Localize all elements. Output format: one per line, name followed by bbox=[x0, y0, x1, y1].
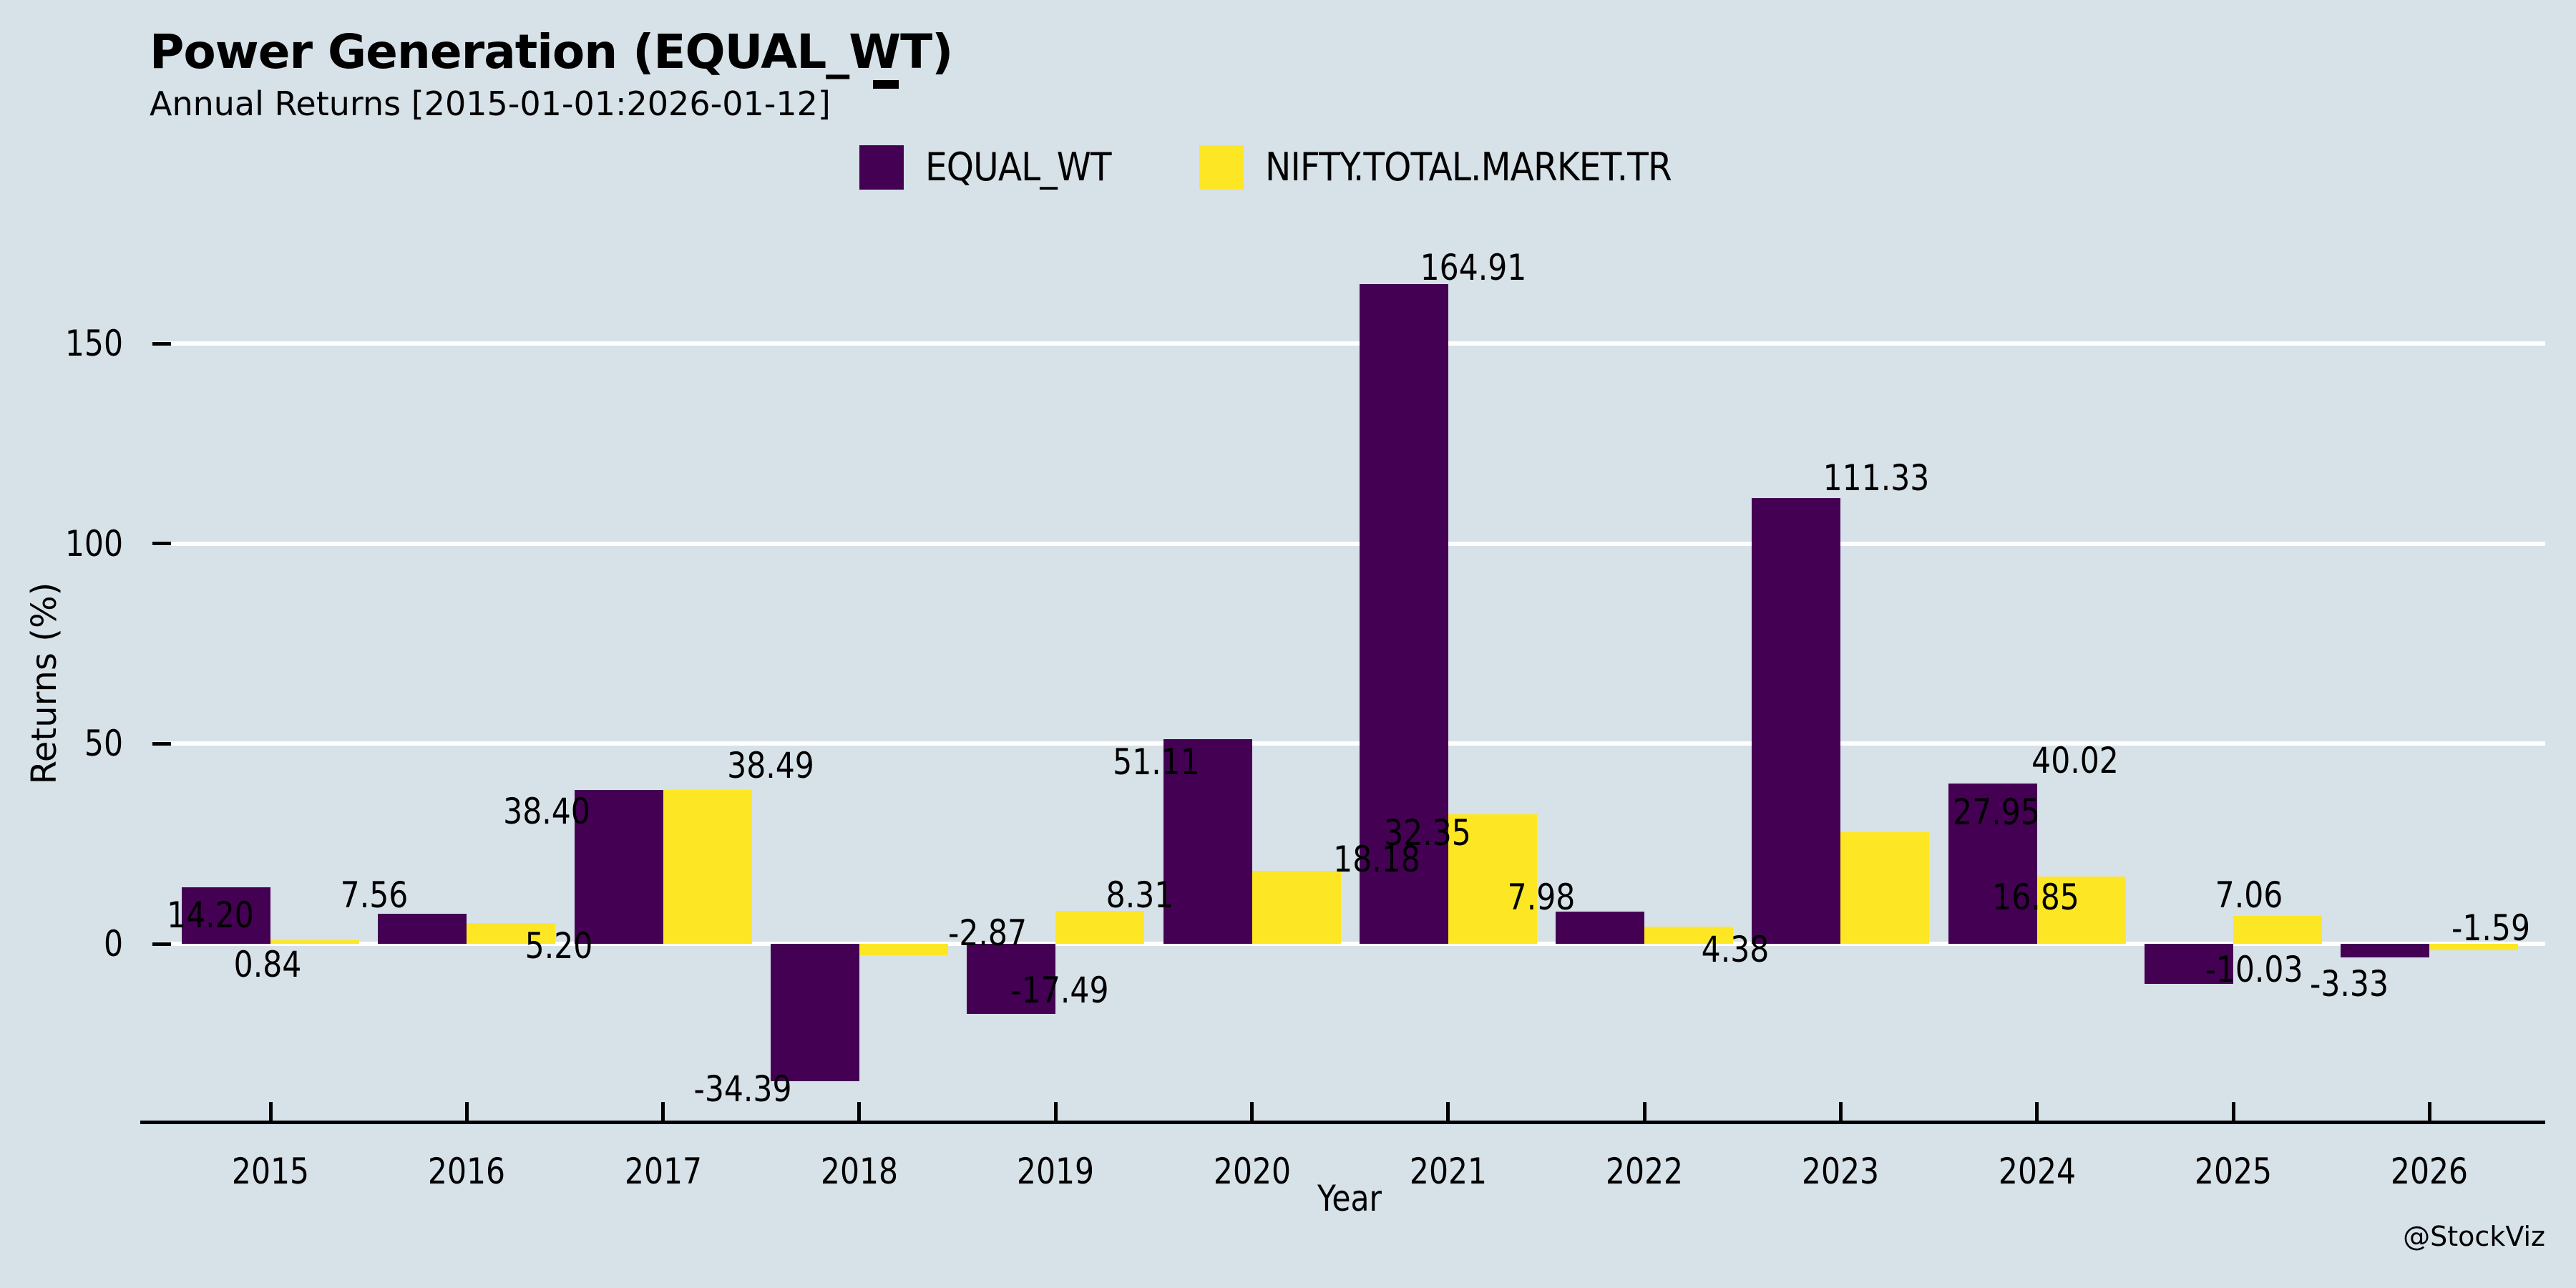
underscore-mark bbox=[873, 80, 899, 89]
gridline-100 bbox=[152, 541, 2545, 546]
x-axis-line bbox=[140, 1121, 2545, 1124]
x-tick-label-2015: 2015 bbox=[231, 1151, 310, 1192]
bar-value-label: -10.03 bbox=[2205, 949, 2303, 991]
legend: EQUAL_WT NIFTY.TOTAL.MARKET.TR bbox=[0, 145, 2576, 190]
bar-value-label: 16.85 bbox=[1991, 876, 2079, 918]
bar-2017-benchmark bbox=[663, 789, 752, 944]
gridline-150 bbox=[152, 341, 2545, 346]
bar-2025-equal-wt bbox=[2145, 944, 2233, 985]
bar-2017-equal-wt bbox=[574, 790, 663, 944]
bar-value-label: 111.33 bbox=[1823, 457, 1930, 499]
bar-value-label: 0.84 bbox=[233, 944, 302, 986]
legend-swatch bbox=[859, 145, 904, 190]
x-tick-label-2020: 2020 bbox=[1213, 1151, 1291, 1192]
legend-label: EQUAL_WT bbox=[924, 145, 1112, 190]
bar-2020-equal-wt bbox=[1163, 739, 1252, 944]
x-tick-label-2017: 2017 bbox=[624, 1151, 702, 1192]
legend-label: NIFTY.TOTAL.MARKET.TR bbox=[1265, 145, 1672, 190]
bar-value-label: -34.39 bbox=[693, 1068, 792, 1111]
bar-2022-equal-wt bbox=[1556, 912, 1645, 944]
bar-value-label: 7.56 bbox=[340, 874, 409, 916]
bar-value-label: 7.06 bbox=[2215, 874, 2283, 916]
x-tick-label-2023: 2023 bbox=[1802, 1151, 1880, 1192]
chart-subtitle: Annual Returns [2015-01-01:2026-01-12] bbox=[150, 84, 831, 123]
legend-swatch bbox=[1199, 145, 1244, 190]
legend-item-equal-wt: EQUAL_WT bbox=[859, 145, 1132, 190]
bar-2024-benchmark bbox=[2036, 876, 2126, 944]
bar-2016-benchmark bbox=[467, 922, 556, 944]
bar-2023-benchmark bbox=[1840, 831, 1930, 944]
x-tick-label-2026: 2026 bbox=[2391, 1151, 2469, 1192]
bar-2021-benchmark bbox=[1448, 814, 1537, 944]
y-tick-label-0: 0 bbox=[103, 923, 123, 965]
bar-value-label: 5.20 bbox=[525, 924, 593, 967]
bar-value-label: 7.98 bbox=[1507, 877, 1576, 919]
bar-2024-equal-wt bbox=[1948, 784, 2037, 944]
bar-2021-equal-wt bbox=[1359, 283, 1448, 944]
bar-value-label: -1.59 bbox=[2451, 907, 2531, 949]
x-tick-label-2018: 2018 bbox=[820, 1151, 898, 1192]
x-tick-label-2024: 2024 bbox=[1998, 1151, 2076, 1192]
bar-2018-equal-wt bbox=[770, 944, 859, 1082]
y-tick-100 bbox=[152, 542, 171, 546]
x-tick-2018 bbox=[857, 1102, 862, 1121]
bar-value-label: 4.38 bbox=[1701, 928, 1770, 970]
y-tick-150 bbox=[152, 341, 171, 346]
bar-2019-benchmark bbox=[1055, 910, 1145, 944]
y-tick-50 bbox=[152, 741, 171, 746]
x-axis-label: Year bbox=[1317, 1178, 1382, 1219]
x-tick-label-2016: 2016 bbox=[428, 1151, 506, 1192]
bar-value-label: 164.91 bbox=[1420, 246, 1527, 288]
bar-value-label: 18.18 bbox=[1332, 839, 1420, 881]
x-tick-label-2019: 2019 bbox=[1017, 1151, 1095, 1192]
bar-value-label: 8.31 bbox=[1106, 874, 1174, 916]
x-tick-2016 bbox=[464, 1102, 469, 1121]
bar-2023-equal-wt bbox=[1752, 498, 1841, 944]
bar-2026-equal-wt bbox=[2341, 944, 2430, 957]
x-tick-2023 bbox=[1838, 1102, 1843, 1121]
bar-value-label: 32.35 bbox=[1383, 812, 1471, 854]
bar-value-label: -3.33 bbox=[2310, 962, 2389, 1005]
gridline-50 bbox=[152, 741, 2545, 746]
bar-value-label: -2.87 bbox=[947, 912, 1027, 955]
bar-2015-equal-wt bbox=[182, 887, 270, 944]
x-tick-2017 bbox=[661, 1102, 665, 1121]
watermark: @StockViz bbox=[2403, 1221, 2545, 1252]
x-tick-2024 bbox=[2035, 1102, 2039, 1121]
x-tick-2020 bbox=[1250, 1102, 1254, 1121]
y-tick-label-100: 100 bbox=[64, 522, 123, 565]
bar-2022-benchmark bbox=[1644, 926, 1734, 944]
bar-2018-benchmark bbox=[859, 944, 948, 956]
bar-2020-benchmark bbox=[1252, 871, 1341, 944]
x-tick-2025 bbox=[2231, 1102, 2235, 1121]
bar-2025-benchmark bbox=[2233, 915, 2322, 944]
bar-2019-equal-wt bbox=[967, 944, 1056, 1014]
x-tick-label-2025: 2025 bbox=[2194, 1151, 2273, 1192]
chart-title: Power Generation (EQUAL_WT) bbox=[150, 24, 953, 79]
x-tick-label-2022: 2022 bbox=[1606, 1151, 1684, 1192]
bar-value-label: 38.40 bbox=[502, 791, 590, 833]
bar-2016-equal-wt bbox=[378, 913, 467, 944]
bar-value-label: -17.49 bbox=[1010, 969, 1109, 1011]
bar-value-label: 27.95 bbox=[1953, 791, 2041, 833]
x-tick-2015 bbox=[268, 1102, 273, 1121]
bar-value-label: 14.20 bbox=[167, 894, 254, 936]
bar-value-label: 40.02 bbox=[2031, 740, 2119, 782]
bar-2026-benchmark bbox=[2429, 944, 2519, 950]
x-tick-2022 bbox=[1642, 1102, 1646, 1121]
x-tick-2019 bbox=[1053, 1102, 1058, 1121]
y-tick-0 bbox=[152, 942, 171, 946]
bar-2015-benchmark bbox=[270, 940, 359, 944]
x-tick-2021 bbox=[1446, 1102, 1450, 1121]
y-tick-label-150: 150 bbox=[64, 323, 123, 365]
y-tick-label-50: 50 bbox=[84, 723, 123, 765]
gridline-0 bbox=[152, 942, 2545, 946]
legend-item-nifty-total-market-tr: NIFTY.TOTAL.MARKET.TR bbox=[1199, 145, 1717, 190]
bar-value-label: 51.11 bbox=[1112, 741, 1200, 784]
x-tick-label-2021: 2021 bbox=[1409, 1151, 1487, 1192]
bar-value-label: 38.49 bbox=[726, 744, 814, 786]
x-tick-2026 bbox=[2427, 1102, 2431, 1121]
